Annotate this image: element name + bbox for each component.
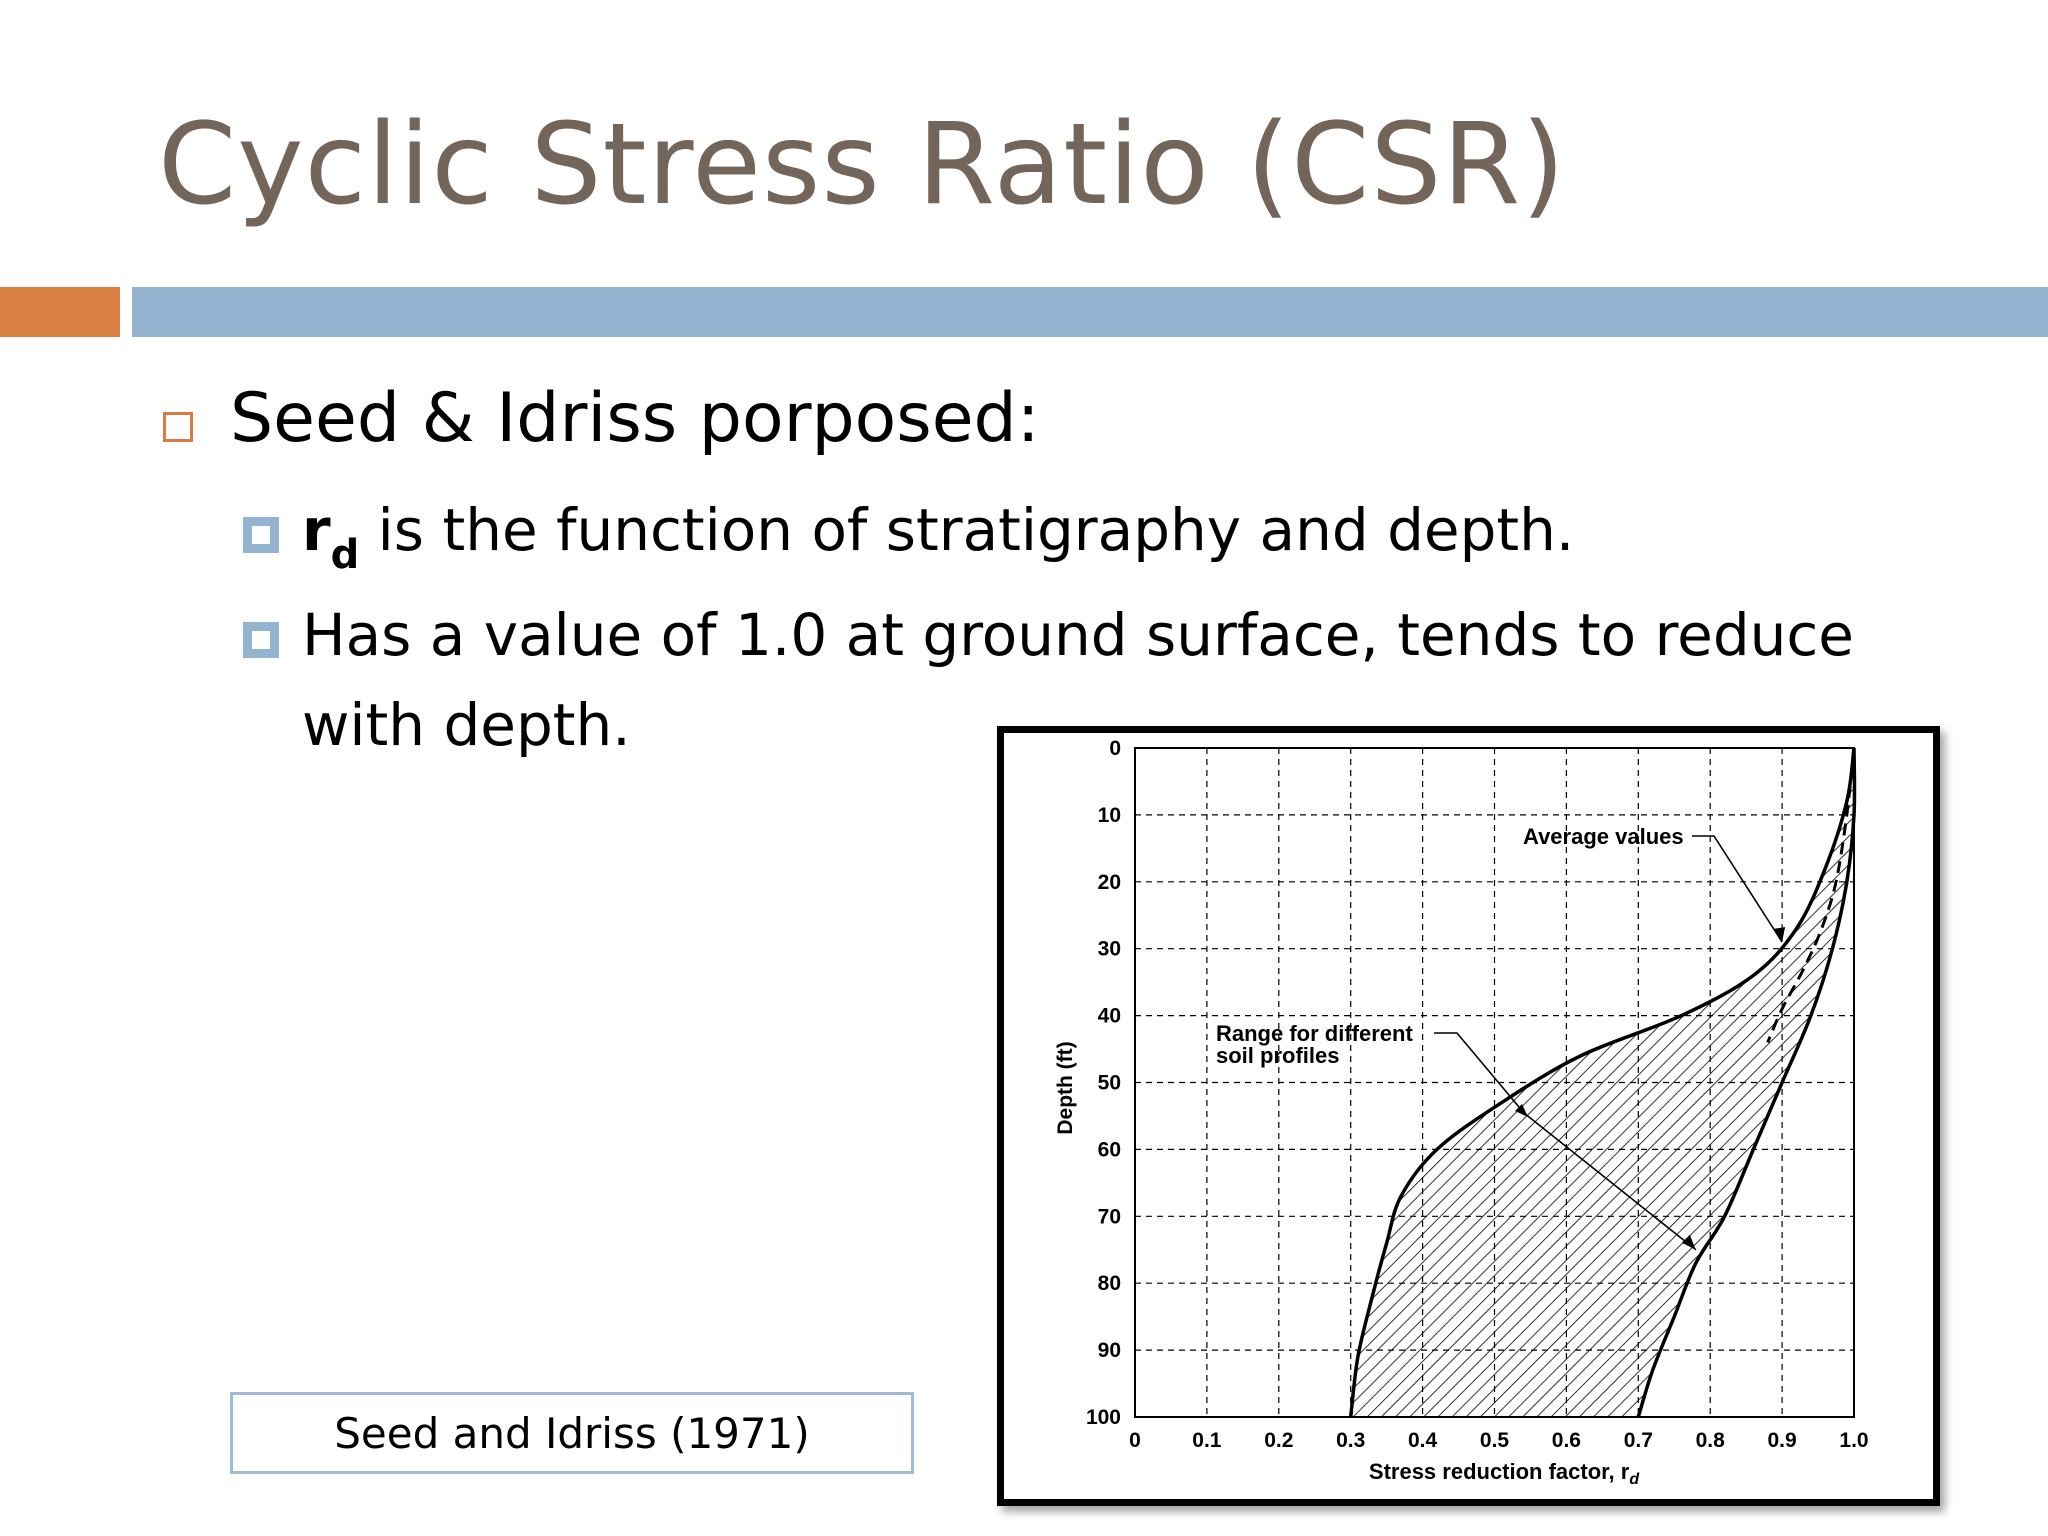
annotation-range-line2: soil profiles [1216, 1043, 1339, 1068]
x-tick-label: 0.1 [1192, 1429, 1222, 1452]
sub-bullet-text-line1: Has a value of 1.0 at ground surface, te… [302, 601, 1854, 669]
leader-range-lower [1523, 1112, 1697, 1251]
arrowhead-average-values [1773, 927, 1786, 943]
annotation-average-values: Average values [1523, 824, 1684, 849]
range-lower-bound-line [1348, 747, 1856, 1418]
x-axis-label: Stress reduction factor, rd [1369, 1459, 1640, 1488]
x-axis-label-main: Stress reduction factor, r [1369, 1459, 1630, 1484]
y-tick-label: 100 [1086, 1406, 1121, 1429]
range-hatched-area [1350, 748, 1855, 1417]
sub-bullet-marker [243, 622, 279, 658]
y-tick-label: 30 [1098, 938, 1121, 961]
bullet-text: Seed & Idriss porposed: [230, 379, 1040, 458]
y-tick-label: 80 [1098, 1272, 1121, 1295]
y-tick-label: 90 [1098, 1339, 1121, 1362]
x-tick-label: 0.4 [1408, 1429, 1438, 1452]
sub-bullet-text-line2: with depth. [302, 691, 631, 759]
x-tick-label: 0.2 [1264, 1429, 1293, 1452]
y-tick-label: 70 [1098, 1205, 1121, 1228]
sub-bullet-text-rest: is the function of stratigraphy and dept… [359, 496, 1575, 564]
x-tick-label: 0.6 [1552, 1429, 1581, 1452]
y-tick-label: 10 [1098, 804, 1121, 827]
x-tick-label: 0.7 [1624, 1429, 1653, 1452]
sub-bullet-marker [243, 517, 279, 553]
x-axis-label-sub: d [1629, 1471, 1640, 1488]
title-divider-bar-blue [132, 287, 2048, 337]
x-tick-label: 0.9 [1767, 1429, 1796, 1452]
y-tick-label: 20 [1098, 871, 1121, 894]
x-tick-label: 0 [1129, 1429, 1141, 1452]
annotation-range-line1: Range for different [1216, 1021, 1413, 1046]
arrowhead-range-lower [1681, 1234, 1696, 1250]
range-upper-bound-line [1636, 747, 1857, 1418]
x-tick-label: 1.0 [1839, 1429, 1868, 1452]
slide-title: Cyclic Stress Ratio (CSR) [158, 100, 1566, 230]
citation-caption: Seed and Idriss (1971) [230, 1392, 914, 1474]
average-values-line [1766, 747, 1856, 1043]
bullet-marker [163, 412, 193, 442]
leader-average-values [1692, 835, 1783, 943]
title-accent-bar-orange [0, 287, 120, 337]
y-tick-label: 40 [1098, 1005, 1121, 1028]
y-tick-label: 50 [1098, 1072, 1121, 1095]
x-tick-label: 0.5 [1480, 1429, 1510, 1452]
rd-subscript: d [330, 532, 360, 578]
leader-range-upper [1434, 1032, 1525, 1114]
y-axis-label: Depth (ft) [1054, 1041, 1077, 1134]
x-tick-label: 0.3 [1336, 1429, 1365, 1452]
y-tick-label: 0 [1109, 737, 1121, 760]
rd-depth-chart: 0 0.1 0.2 0.3 0.4 0.5 0.6 0.7 0.8 0.9 1.0 0 10 20 30 40… [1054, 737, 1869, 1488]
x-tick-label: 0.8 [1696, 1429, 1726, 1452]
rd-symbol: r [302, 496, 331, 564]
y-tick-label: 60 [1098, 1138, 1121, 1161]
sub-bullet-text: rd is the function of stratigraphy and d… [302, 496, 1574, 579]
rd-depth-figure: 0 0.1 0.2 0.3 0.4 0.5 0.6 0.7 0.8 0.9 1.0 0 10 20 30 40… [997, 726, 1940, 1506]
